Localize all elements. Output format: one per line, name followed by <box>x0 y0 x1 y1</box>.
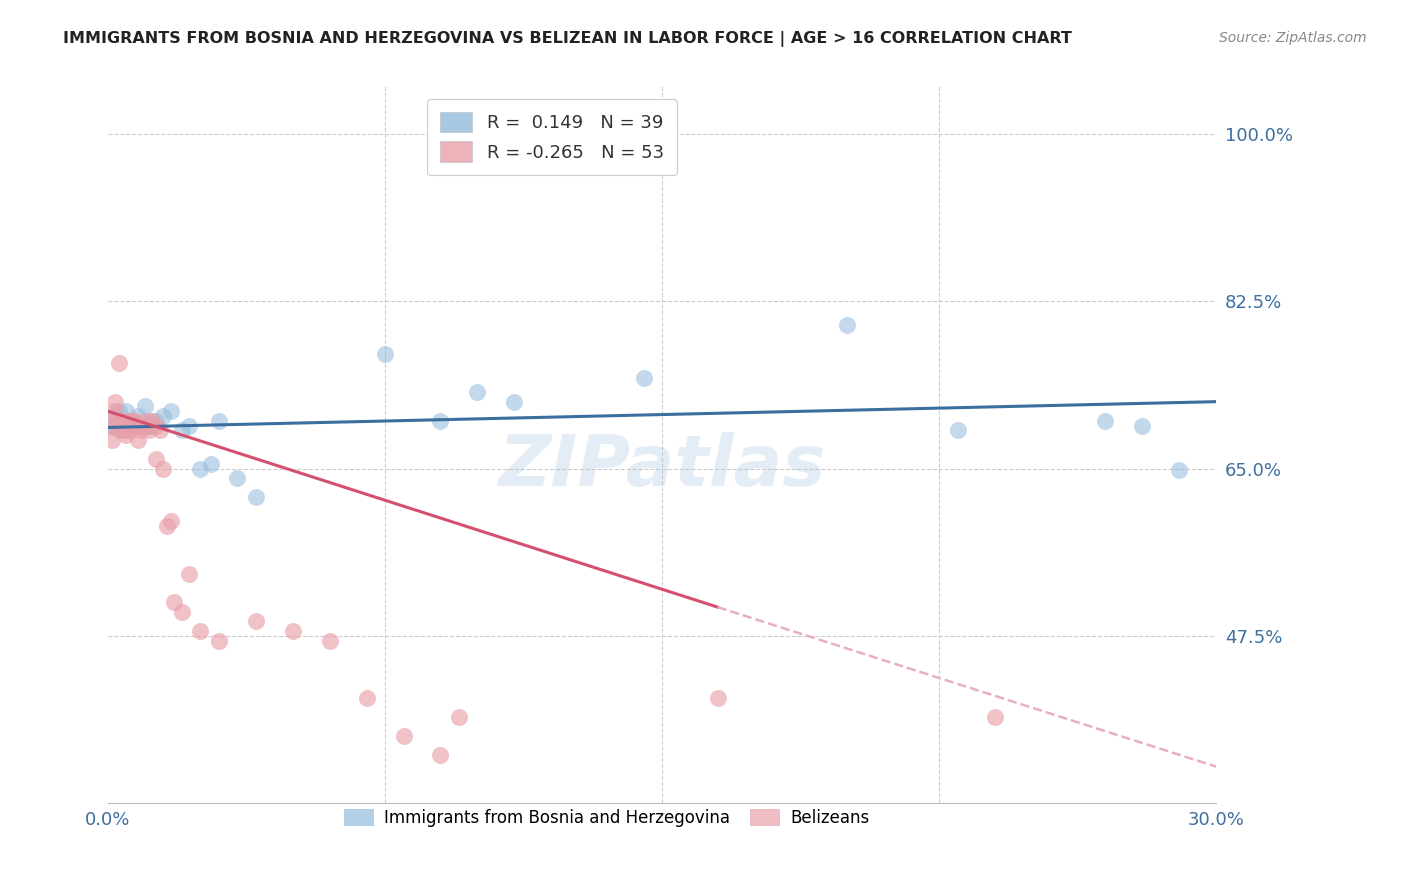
Point <box>122 414 145 428</box>
Point <box>104 404 127 418</box>
Point <box>120 414 142 428</box>
Point <box>115 404 138 418</box>
Point <box>138 423 160 437</box>
Point <box>141 418 163 433</box>
Point <box>111 418 134 433</box>
Text: IMMIGRANTS FROM BOSNIA AND HERZEGOVINA VS BELIZEAN IN LABOR FORCE | AGE > 16 COR: IMMIGRANTS FROM BOSNIA AND HERZEGOVINA V… <box>63 31 1073 47</box>
Point <box>946 423 969 437</box>
Point <box>170 605 193 619</box>
Point <box>100 418 122 433</box>
Point <box>115 423 138 437</box>
Point <box>145 452 167 467</box>
Point <box>127 433 149 447</box>
Point <box>108 414 131 428</box>
Point <box>122 414 145 428</box>
Point <box>318 633 340 648</box>
Point <box>108 418 131 433</box>
Text: Source: ZipAtlas.com: Source: ZipAtlas.com <box>1219 31 1367 45</box>
Point <box>706 690 728 705</box>
Point <box>100 433 122 447</box>
Point <box>129 418 152 433</box>
Point <box>134 414 156 428</box>
Point <box>152 409 174 423</box>
Point <box>138 414 160 428</box>
Point <box>115 428 138 442</box>
Point <box>633 371 655 385</box>
Point <box>115 414 138 428</box>
Point <box>835 318 858 333</box>
Point <box>208 414 231 428</box>
Point <box>122 418 145 433</box>
Point <box>111 418 134 433</box>
Point <box>108 404 131 418</box>
Point <box>111 414 134 428</box>
Point <box>170 423 193 437</box>
Point <box>145 418 167 433</box>
Point <box>134 400 156 414</box>
Point <box>120 418 142 433</box>
Point <box>156 519 179 533</box>
Point <box>138 418 160 433</box>
Point <box>115 418 138 433</box>
Point <box>374 347 396 361</box>
Point <box>159 514 181 528</box>
Point <box>120 418 142 433</box>
Point <box>200 457 222 471</box>
Point <box>120 414 142 428</box>
Point <box>104 418 127 433</box>
Point <box>100 418 122 433</box>
Text: ZIPatlas: ZIPatlas <box>499 432 825 500</box>
Point <box>127 409 149 423</box>
Point <box>179 418 201 433</box>
Point <box>179 566 201 581</box>
Point <box>104 414 127 428</box>
Point <box>429 414 451 428</box>
Point <box>467 385 489 400</box>
Point <box>115 414 138 428</box>
Point <box>188 461 211 475</box>
Point <box>115 418 138 433</box>
Point <box>429 748 451 763</box>
Point <box>111 423 134 437</box>
Point <box>127 418 149 433</box>
Point <box>129 423 152 437</box>
Point <box>1094 414 1116 428</box>
Point <box>281 624 304 638</box>
Point <box>129 418 152 433</box>
Point <box>108 423 131 437</box>
Point <box>127 418 149 433</box>
Point <box>122 414 145 428</box>
Point <box>152 461 174 475</box>
Point <box>208 633 231 648</box>
Point <box>120 423 142 437</box>
Point <box>163 595 186 609</box>
Point <box>108 418 131 433</box>
Point <box>392 729 415 743</box>
Point <box>108 356 131 370</box>
Point <box>111 414 134 428</box>
Point <box>188 624 211 638</box>
Point <box>503 394 526 409</box>
Point <box>149 423 172 437</box>
Point <box>145 414 167 428</box>
Point <box>226 471 249 485</box>
Point <box>447 710 470 724</box>
Point <box>983 710 1005 724</box>
Point <box>127 418 149 433</box>
Point <box>104 394 127 409</box>
Point <box>356 690 378 705</box>
Point <box>159 404 181 418</box>
Point <box>245 490 267 504</box>
Point <box>1168 463 1191 477</box>
Point <box>245 615 267 629</box>
Point <box>141 414 163 428</box>
Point <box>134 418 156 433</box>
Point <box>134 418 156 433</box>
Point <box>104 409 127 423</box>
Point <box>1130 418 1153 433</box>
Legend: Immigrants from Bosnia and Herzegovina, Belizeans: Immigrants from Bosnia and Herzegovina, … <box>337 803 876 834</box>
